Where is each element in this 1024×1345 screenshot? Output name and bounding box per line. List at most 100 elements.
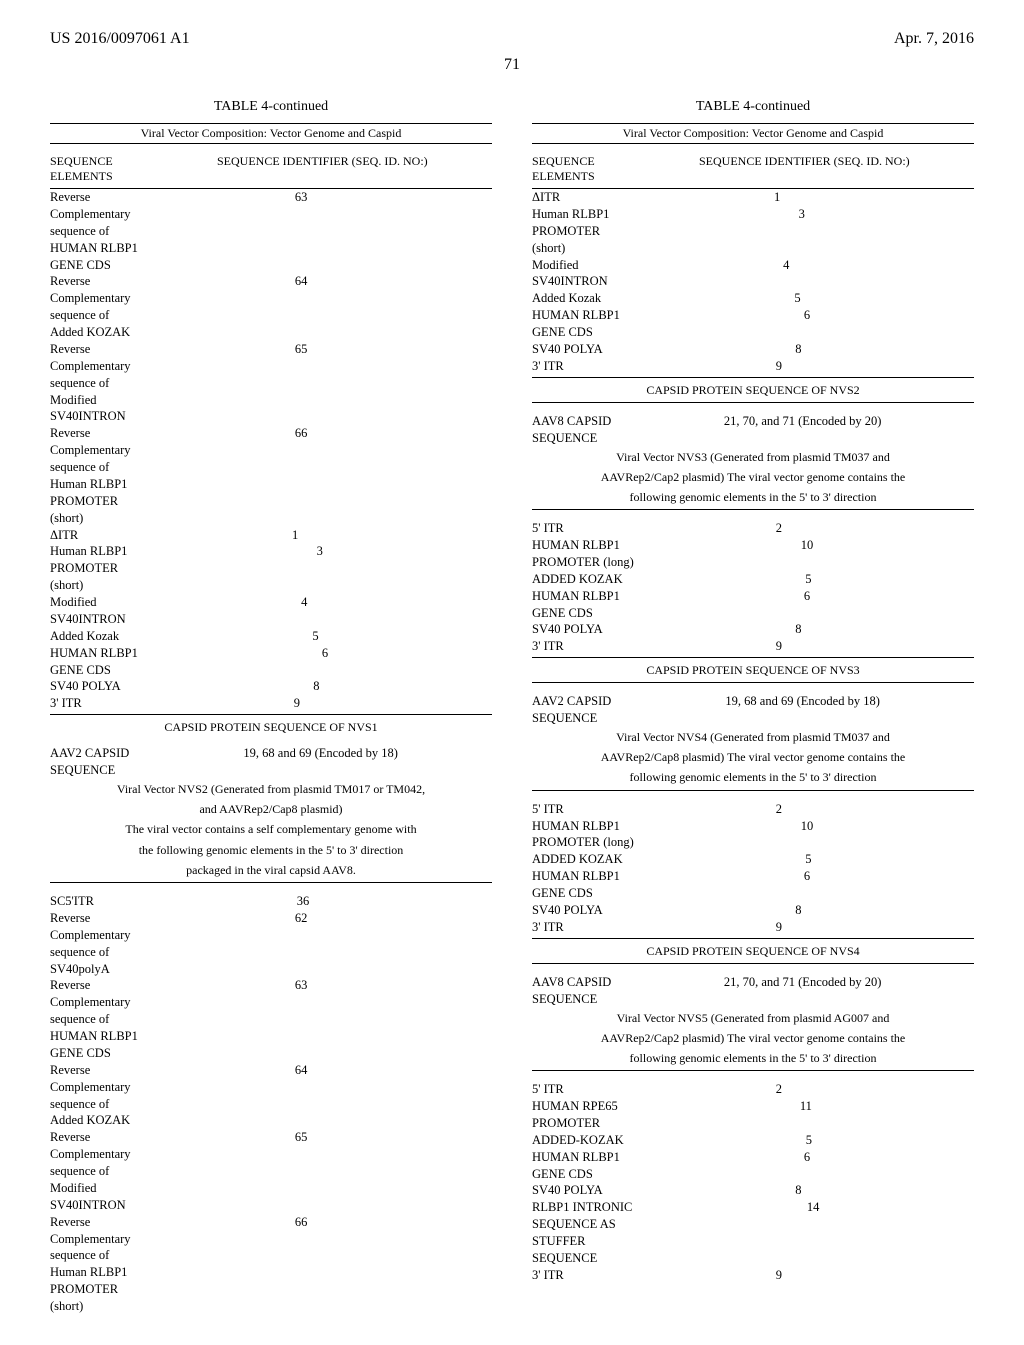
table-row: SV40INTRON	[50, 408, 492, 425]
table-row: 5' ITR2	[532, 1081, 974, 1098]
table-row: Reverse66	[50, 425, 492, 442]
table-row: PROMOTER	[532, 223, 974, 240]
table-header: SEQUENCE ELEMENTS SEQUENCE IDENTIFIER (S…	[532, 148, 974, 189]
table-row: HUMAN RLBP1	[50, 240, 492, 257]
table-row: Complementary	[50, 1079, 492, 1096]
right-column: TABLE 4-continued Viral Vector Compositi…	[532, 99, 974, 1315]
table-row: 3' ITR9	[532, 358, 974, 375]
capsid-note-b: CAPSID PROTEIN SEQUENCE OF NVS3	[532, 660, 974, 680]
table-row: Reverse65	[50, 341, 492, 358]
table-row: 3' ITR9	[532, 638, 974, 655]
table-row: GENE CDS	[532, 1166, 974, 1183]
table-row: HUMAN RLBP16	[532, 588, 974, 605]
table-row: GENE CDS	[532, 605, 974, 622]
table-row: Reverse64	[50, 273, 492, 290]
table-row: SV40 POLYA8	[532, 902, 974, 919]
left-rows-b: SC5'ITR36Reverse62Complementarysequence …	[50, 893, 492, 1315]
aav8-row-1: AAV8 CAPSID 21, 70, and 71 (Encoded by 2…	[532, 413, 974, 430]
table-row: ΔITR1	[50, 527, 492, 544]
table-row: Reverse64	[50, 1062, 492, 1079]
table-row: Complementary	[50, 358, 492, 375]
table-row: PROMOTER (long)	[532, 834, 974, 851]
table-row: Reverse63	[50, 189, 492, 206]
page-number: 71	[50, 56, 974, 74]
table-row: PROMOTER	[50, 560, 492, 577]
table-row: 3' ITR9	[50, 695, 492, 712]
table-row: Complementary	[50, 1231, 492, 1248]
table-row: PROMOTER	[532, 1115, 974, 1132]
table-row: GENE CDS	[50, 1045, 492, 1062]
table-row: Reverse66	[50, 1214, 492, 1231]
table-title: TABLE 4-continued	[50, 99, 492, 115]
header-left-2: ELEMENTS	[532, 169, 595, 184]
table-row: Added KOZAK	[50, 1112, 492, 1129]
table-row: Human RLBP1	[50, 1264, 492, 1281]
table-row: Complementary	[50, 1146, 492, 1163]
table-row: SV40INTRON	[50, 1197, 492, 1214]
table-row: SV40INTRON	[532, 273, 974, 290]
table-row: SEQUENCE AS	[532, 1216, 974, 1233]
table-row: SV40 POLYA8	[532, 341, 974, 358]
table-row: ΔITR1	[532, 189, 974, 206]
note-d1: Viral Vector NVS5 (Generated from plasmi…	[532, 1008, 974, 1028]
note-c1: Viral Vector NVS4 (Generated from plasmi…	[532, 727, 974, 747]
table-row: RLBP1 INTRONIC14	[532, 1199, 974, 1216]
aav8-row-2: SEQUENCE	[532, 430, 974, 447]
table-row: GENE CDS	[532, 324, 974, 341]
table-subtitle: Viral Vector Composition: Vector Genome …	[532, 126, 974, 144]
aav8-row-d2: SEQUENCE	[532, 991, 974, 1008]
table-row: Complementary	[50, 927, 492, 944]
table-row: sequence of	[50, 307, 492, 324]
table-header: SEQUENCE ELEMENTS SEQUENCE IDENTIFIER (S…	[50, 148, 492, 189]
table-row: ADDED KOZAK5	[532, 571, 974, 588]
table-row: GENE CDS	[50, 662, 492, 679]
table-row: SEQUENCE	[532, 1250, 974, 1267]
note-c2: AAVRep2/Cap8 plasmid) The viral vector g…	[532, 747, 974, 767]
table-row: (short)	[50, 510, 492, 527]
note-b2: and AAVRep2/Cap8 plasmid)	[50, 799, 492, 819]
right-rows-a: ΔITR1Human RLBP13PROMOTER(short)Modified…	[532, 189, 974, 375]
header-left-1: SEQUENCE	[50, 154, 113, 169]
table-row: Added Kozak5	[50, 628, 492, 645]
table-row: HUMAN RLBP110	[532, 818, 974, 835]
capsid-note-c: CAPSID PROTEIN SEQUENCE OF NVS4	[532, 941, 974, 961]
note-b3: following genomic elements in the 5' to …	[532, 487, 974, 507]
patent-number: US 2016/0097061 A1	[50, 30, 190, 48]
table-row: 5' ITR2	[532, 801, 974, 818]
table-row: 3' ITR9	[532, 919, 974, 936]
table-row: Complementary	[50, 994, 492, 1011]
table-row: HUMAN RLBP16	[50, 645, 492, 662]
left-rows-a: Reverse63Complementarysequence ofHUMAN R…	[50, 189, 492, 712]
header-left-1: SEQUENCE	[532, 154, 595, 169]
aav8-row-d1: AAV8 CAPSID 21, 70, and 71 (Encoded by 2…	[532, 974, 974, 991]
table-row: Modified	[50, 392, 492, 409]
table-row: SV40 POLYA8	[50, 678, 492, 695]
table-title: TABLE 4-continued	[532, 99, 974, 115]
table-row: Reverse65	[50, 1129, 492, 1146]
table-row: HUMAN RLBP110	[532, 537, 974, 554]
table-row: Reverse63	[50, 977, 492, 994]
table-row: 3' ITR9	[532, 1267, 974, 1284]
table-row: HUMAN RLBP16	[532, 1149, 974, 1166]
table-row: sequence of	[50, 1163, 492, 1180]
table-row: ADDED KOZAK5	[532, 851, 974, 868]
table-row: SC5'ITR36	[50, 893, 492, 910]
table-row: Complementary	[50, 442, 492, 459]
note-b2: AAVRep2/Cap2 plasmid) The viral vector g…	[532, 467, 974, 487]
capsid-note-a: CAPSID PROTEIN SEQUENCE OF NVS2	[532, 380, 974, 400]
right-rows-c: 5' ITR2HUMAN RLBP110PROMOTER (long)ADDED…	[532, 801, 974, 936]
right-rows-b: 5' ITR2HUMAN RLBP110PROMOTER (long)ADDED…	[532, 520, 974, 655]
note-c3: following genomic elements in the 5' to …	[532, 767, 974, 787]
note-b5: packaged in the viral capsid AAV8.	[50, 860, 492, 880]
table-row: HUMAN RLBP16	[532, 307, 974, 324]
table-row: Complementary	[50, 290, 492, 307]
left-column: TABLE 4-continued Viral Vector Compositi…	[50, 99, 492, 1315]
table-row: Modified4	[50, 594, 492, 611]
table-row: HUMAN RLBP16	[532, 868, 974, 885]
table-row: SV40polyA	[50, 961, 492, 978]
table-row: (short)	[532, 240, 974, 257]
aav2-row: AAV2 CAPSID 19, 68 and 69 (Encoded by 18…	[50, 745, 492, 762]
table-row: PROMOTER (long)	[532, 554, 974, 571]
note-b3: The viral vector contains a self complem…	[50, 819, 492, 839]
header-left-2: ELEMENTS	[50, 169, 113, 184]
